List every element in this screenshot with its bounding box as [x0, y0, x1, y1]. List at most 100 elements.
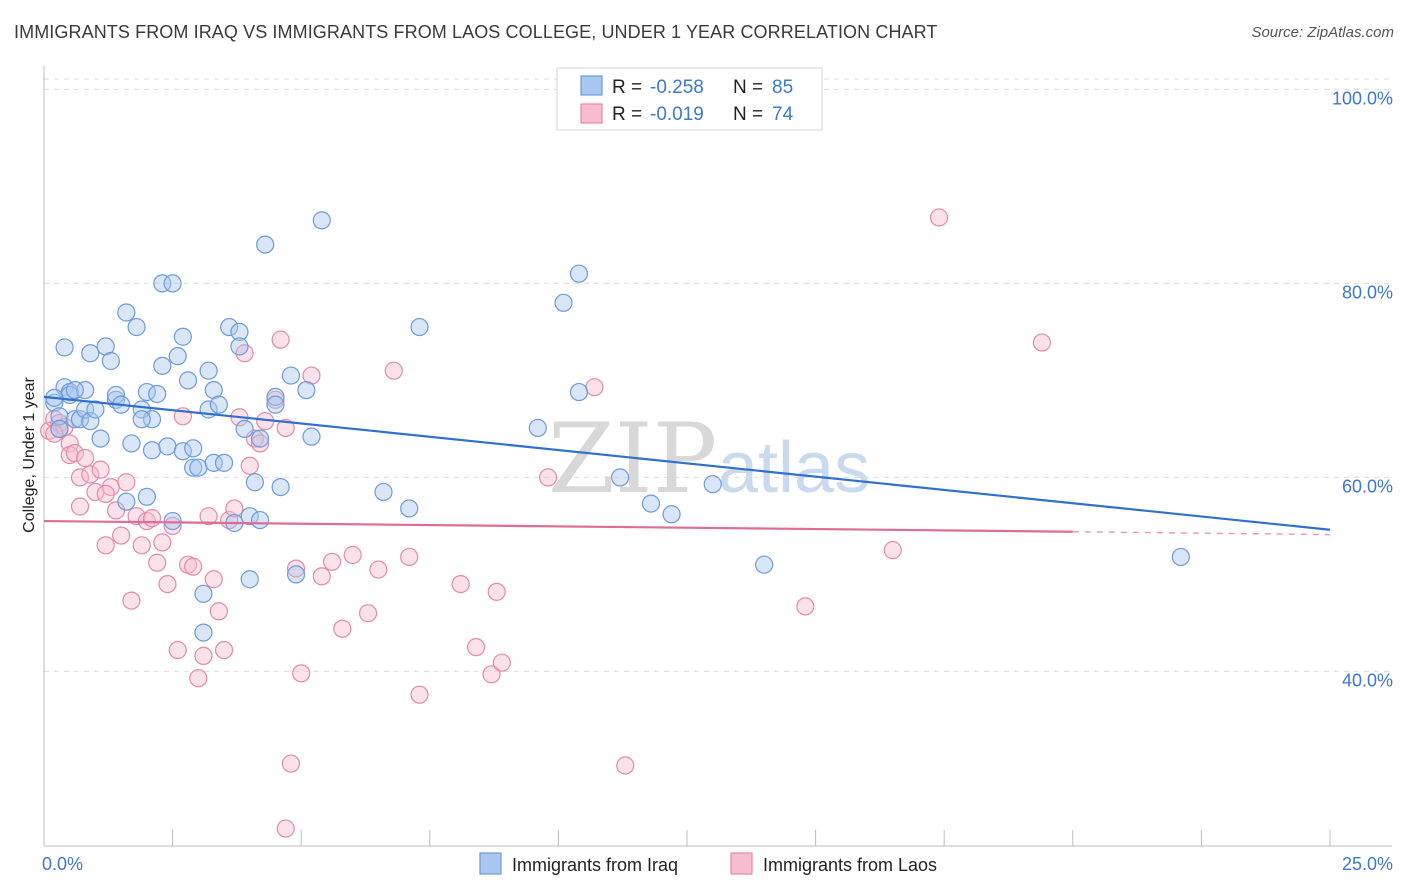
point-iraq: [569, 264, 589, 283]
point-iraq: [554, 293, 573, 312]
point-iraq: [410, 317, 429, 337]
point-iraq: [281, 366, 301, 385]
bottom-legend-label-iraq: Immigrants from Iraq: [512, 855, 678, 875]
point-iraq: [142, 441, 162, 460]
point-iraq: [81, 344, 100, 363]
point-laos: [96, 536, 115, 555]
point-iraq: [302, 427, 321, 446]
point-laos: [883, 541, 902, 560]
watermark-zip: ZIP: [548, 403, 717, 515]
legend-swatch-iraq: [580, 75, 603, 96]
point-iraq: [256, 235, 275, 254]
point-laos: [281, 754, 301, 773]
point-iraq: [528, 418, 547, 438]
point-iraq: [1171, 547, 1190, 567]
point-iraq: [101, 351, 120, 371]
point-laos: [271, 330, 290, 349]
point-iraq: [148, 384, 167, 404]
bottom-legend: Immigrants from Iraq Immigrants from Lao…: [479, 852, 937, 875]
point-laos: [91, 460, 110, 479]
point-laos: [209, 602, 228, 621]
point-laos: [168, 640, 187, 660]
axes: [43, 66, 1392, 847]
point-laos: [189, 669, 208, 688]
point-iraq: [755, 555, 774, 574]
point-laos: [158, 574, 177, 594]
point-laos: [65, 444, 84, 463]
point-iraq: [158, 437, 177, 456]
point-iraq: [374, 482, 393, 502]
point-laos: [240, 456, 259, 475]
y-tick-label: 60.0%: [1342, 476, 1393, 496]
point-laos: [410, 685, 429, 704]
point-laos: [122, 591, 141, 610]
point-iraq: [178, 371, 198, 390]
point-laos: [250, 434, 270, 453]
legend-n-label-iraq: N =: [733, 77, 763, 98]
point-laos: [194, 646, 213, 665]
point-iraq: [235, 419, 254, 438]
point-iraq: [86, 400, 105, 419]
trend-lines: [43, 395, 1331, 536]
point-laos: [276, 819, 295, 838]
point-laos: [929, 208, 949, 227]
point-iraq: [250, 429, 270, 448]
point-iraq: [184, 439, 203, 458]
point-laos: [358, 604, 378, 623]
legend-r-label-laos: R =: [612, 104, 642, 125]
point-iraq: [117, 492, 136, 511]
point-iraq: [117, 303, 136, 322]
point-laos: [333, 619, 352, 638]
point-laos: [487, 582, 506, 601]
point-laos: [343, 545, 362, 565]
point-laos: [292, 664, 311, 683]
point-iraq: [220, 317, 239, 337]
point-laos: [322, 552, 342, 571]
point-iraq: [91, 429, 110, 448]
point-iraq: [199, 361, 218, 380]
legend-n-value-iraq: 85: [772, 77, 793, 98]
point-laos: [312, 567, 331, 586]
legend-swatch-laos: [580, 103, 603, 124]
watermark-atlas: atlas: [718, 428, 870, 508]
point-laos: [539, 468, 558, 487]
source-label: Source: ZipAtlas.com: [1251, 24, 1394, 41]
point-iraq: [163, 274, 182, 293]
point-iraq: [76, 381, 95, 400]
point-iraq: [163, 511, 182, 531]
point-iraq: [194, 623, 213, 642]
point-laos: [225, 499, 244, 518]
point-iraq: [286, 565, 306, 584]
point-iraq: [250, 510, 270, 530]
point-iraq: [127, 317, 146, 337]
point-iraq: [569, 382, 589, 402]
point-iraq: [611, 468, 630, 487]
point-iraq: [240, 507, 259, 526]
bottom-legend-label-laos: Immigrants from Laos: [763, 855, 937, 875]
point-iraq: [153, 274, 172, 293]
point-iraq: [132, 410, 151, 429]
point-laos: [220, 510, 239, 530]
point-iraq: [55, 338, 74, 357]
point-iraq: [641, 494, 661, 513]
bottom-legend-swatch-laos: [730, 852, 753, 875]
point-laos: [369, 560, 388, 579]
trend-line-laos: [43, 519, 1073, 533]
point-laos: [384, 361, 403, 380]
bottom-legend-swatch-iraq: [479, 852, 502, 875]
legend-n-value-laos: 74: [772, 104, 794, 125]
point-iraq: [137, 487, 156, 506]
x-tick-label: 0.0%: [42, 854, 83, 874]
trend-line-iraq: [43, 395, 1331, 531]
point-laos: [127, 507, 146, 526]
point-iraq: [173, 327, 192, 346]
trend-line-laos-extension: [1072, 531, 1331, 536]
point-iraq: [297, 381, 316, 400]
point-iraq: [168, 347, 187, 366]
chart-title: IMMIGRANTS FROM IRAQ VS IMMIGRANTS FROM …: [14, 22, 938, 42]
legend-n-label-laos: N =: [733, 104, 763, 125]
point-laos: [148, 553, 167, 572]
y-tick-labels: 100.0% 80.0% 60.0% 40.0%: [1332, 88, 1393, 690]
y-tick-label: 80.0%: [1342, 282, 1393, 302]
x-tick-labels: 0.0% 25.0%: [42, 854, 1393, 874]
